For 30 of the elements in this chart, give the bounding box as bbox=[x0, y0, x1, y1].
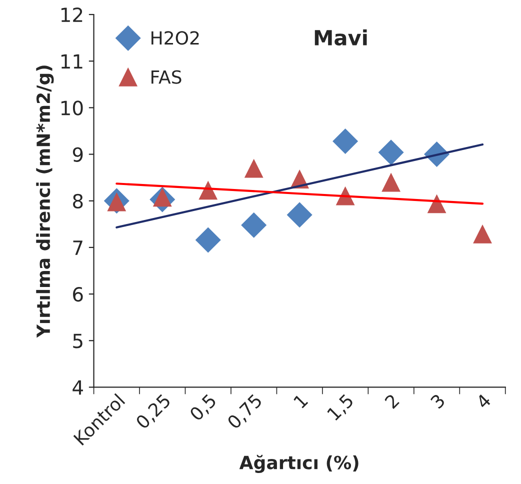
y-tick-label: 5 bbox=[73, 334, 82, 348]
y-tick-label: 7 bbox=[73, 240, 82, 255]
y-tick-label: 8 bbox=[73, 194, 83, 209]
point bbox=[332, 128, 358, 154]
point bbox=[244, 160, 263, 178]
x-tick-label: 2 bbox=[384, 394, 400, 409]
y-axis-title: Yırtılma direnci (mN*m2/g) bbox=[36, 66, 54, 338]
y-tick-label: 11 bbox=[61, 54, 82, 68]
point bbox=[199, 182, 218, 200]
point bbox=[196, 228, 221, 252]
y-tick-label: 10 bbox=[61, 100, 83, 116]
legend-label: H2O2 bbox=[152, 31, 199, 45]
x-tick-label: 1,5 bbox=[326, 394, 356, 422]
y-tick-label: 4 bbox=[72, 380, 83, 395]
x-tick-label: 3 bbox=[430, 393, 446, 410]
x-tick-label: 1 bbox=[293, 394, 308, 408]
legend-label: FAS bbox=[152, 70, 182, 84]
point bbox=[473, 225, 492, 244]
y-tick-label: 6 bbox=[73, 286, 83, 302]
x-axis-title: Ağartıcı (%) bbox=[239, 454, 358, 473]
text: Mavi bbox=[314, 29, 367, 46]
x-tick-label: 4 bbox=[475, 393, 492, 410]
x-tick-label: 0,5 bbox=[188, 393, 218, 423]
point bbox=[382, 174, 400, 192]
point bbox=[378, 140, 404, 165]
point bbox=[428, 195, 446, 214]
point bbox=[241, 212, 266, 238]
y-tick-label: 12 bbox=[61, 7, 82, 22]
y-tick-label: 9 bbox=[72, 147, 83, 162]
point bbox=[287, 202, 312, 228]
